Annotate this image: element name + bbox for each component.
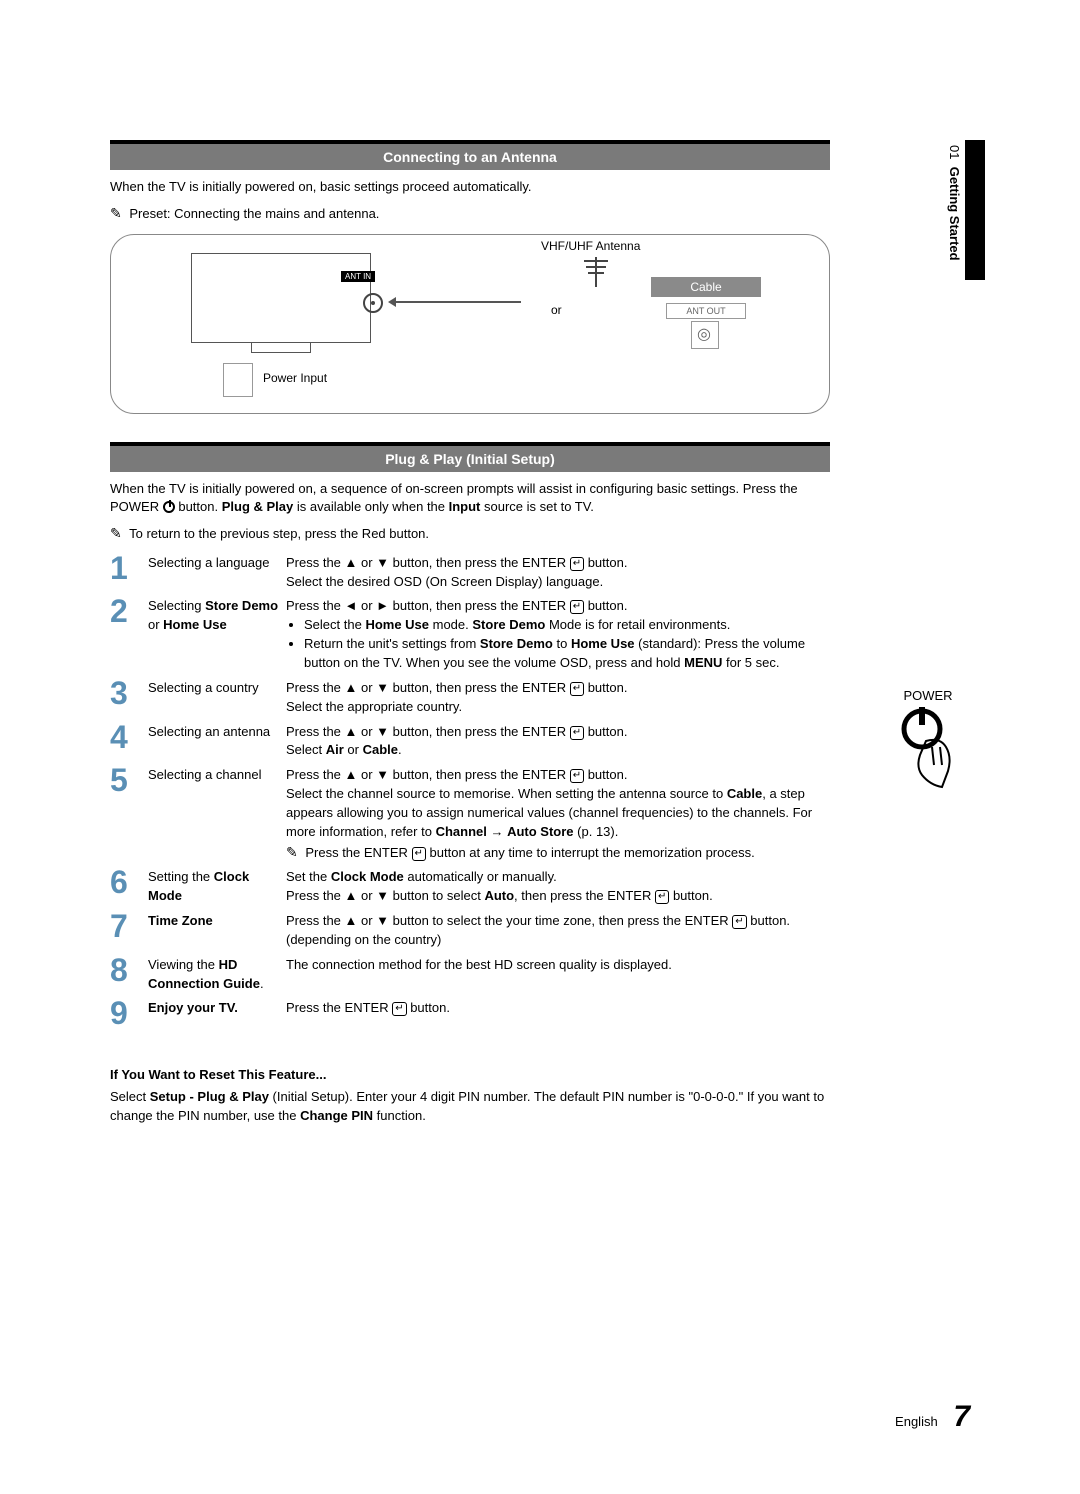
cable-box: Cable: [651, 277, 761, 297]
step-title: Setting the Clock Mode: [148, 866, 286, 906]
step-row: 3Selecting a countryPress the ▲ or ▼ but…: [110, 677, 830, 717]
vhf-label: VHF/UHF Antenna: [541, 239, 640, 253]
section-title: Connecting to an Antenna: [110, 144, 830, 170]
enter-icon: ↵: [412, 847, 426, 861]
page-footer: English 7: [895, 1400, 970, 1434]
step-title: Selecting a country: [148, 677, 286, 698]
enter-icon: ↵: [392, 1002, 406, 1016]
step-number: 2: [110, 595, 148, 627]
step-body: Press the ENTER ↵ button.: [286, 997, 830, 1018]
step-row: 1Selecting a languagePress the ▲ or ▼ bu…: [110, 552, 830, 592]
step-title: Selecting a channel: [148, 764, 286, 785]
note-icon: ✎: [110, 525, 122, 541]
section-bar: Plug & Play (Initial Setup): [110, 442, 830, 472]
s1-intro: When the TV is initially powered on, bas…: [110, 178, 830, 196]
ant-out-port: [691, 321, 719, 349]
enter-icon: ↵: [570, 726, 584, 740]
step-body: Press the ▲ or ▼ button, then press the …: [286, 721, 830, 761]
step-body: Press the ◄ or ► button, then press the …: [286, 595, 830, 672]
enter-icon: ↵: [570, 600, 584, 614]
tv-stand: [251, 343, 311, 353]
step-number: 4: [110, 721, 148, 753]
step-row: 9Enjoy your TV.Press the ENTER ↵ button.: [110, 997, 830, 1029]
step-number: 3: [110, 677, 148, 709]
step-number: 7: [110, 910, 148, 942]
s1-note: ✎ Preset: Connecting the mains and anten…: [110, 204, 830, 224]
or-label: or: [551, 303, 562, 317]
power-label: POWER: [903, 688, 952, 703]
step-body: Press the ▲ or ▼ button, then press the …: [286, 552, 830, 592]
ant-in-label: ANT IN: [341, 271, 375, 282]
step-title: Viewing the HD Connection Guide.: [148, 954, 286, 994]
antenna-icon: [576, 253, 616, 289]
page-content: Connecting to an Antenna When the TV is …: [110, 140, 830, 1125]
note-icon: ✎: [110, 205, 122, 221]
step-title: Time Zone: [148, 910, 286, 931]
power-icon: [163, 501, 175, 513]
step-number: 9: [110, 997, 148, 1029]
step-title: Selecting a language: [148, 552, 286, 573]
enter-icon: ↵: [570, 557, 584, 571]
step-number: 5: [110, 764, 148, 796]
power-plug: [223, 363, 253, 397]
step-body: Press the ▲ or ▼ button, then press the …: [286, 677, 830, 717]
step-title: Enjoy your TV.: [148, 997, 286, 1018]
antenna-diagram: ANT IN VHF/UHF Antenna or Cable ANT OUT …: [110, 234, 830, 414]
enter-icon: ↵: [570, 682, 584, 696]
coax-port: [363, 293, 383, 313]
step-body: Press the ▲ or ▼ button, then press the …: [286, 764, 830, 862]
section-side-label: 01 Getting Started: [947, 145, 962, 261]
step-body: The connection method for the best HD sc…: [286, 954, 830, 975]
step-row: 7Time ZonePress the ▲ or ▼ button to sel…: [110, 910, 830, 950]
step-body: Press the ▲ or ▼ button to select the yo…: [286, 910, 830, 950]
tv-outline: [191, 253, 371, 343]
step-body: Set the Clock Mode automatically or manu…: [286, 866, 830, 906]
s2-intro: When the TV is initially powered on, a s…: [110, 480, 830, 516]
step-row: 4Selecting an antennaPress the ▲ or ▼ bu…: [110, 721, 830, 761]
enter-icon: ↵: [655, 890, 669, 904]
reset-heading: If You Want to Reset This Feature...: [110, 1067, 830, 1082]
step-title: Selecting an antenna: [148, 721, 286, 742]
s2-note: ✎ To return to the previous step, press …: [110, 524, 830, 544]
power-press-icon: [896, 707, 960, 791]
step-row: 6Setting the Clock ModeSet the Clock Mod…: [110, 866, 830, 906]
section-bar: Connecting to an Antenna: [110, 140, 830, 170]
ant-out-label: ANT OUT: [666, 303, 746, 319]
power-button-graphic: POWER: [896, 688, 960, 791]
step-number: 8: [110, 954, 148, 986]
section-title: Plug & Play (Initial Setup): [110, 446, 830, 472]
step-number: 6: [110, 866, 148, 898]
section-tab: [965, 140, 985, 280]
step-row: 8Viewing the HD Connection Guide.The con…: [110, 954, 830, 994]
enter-icon: ↵: [570, 769, 584, 783]
section-name: Getting Started: [947, 167, 962, 261]
step-number: 1: [110, 552, 148, 584]
connection-arrow: [391, 301, 521, 303]
page-number: 7: [953, 1400, 970, 1433]
step-row: 2Selecting Store Demo or Home UsePress t…: [110, 595, 830, 672]
enter-icon: ↵: [732, 915, 746, 929]
section-number: 01: [947, 145, 962, 159]
power-input-label: Power Input: [263, 371, 327, 385]
step-title: Selecting Store Demo or Home Use: [148, 595, 286, 635]
step-row: 5Selecting a channelPress the ▲ or ▼ but…: [110, 764, 830, 862]
footer-lang: English: [895, 1414, 938, 1429]
reset-body: Select Setup - Plug & Play (Initial Setu…: [110, 1088, 830, 1124]
steps-list: 1Selecting a languagePress the ▲ or ▼ bu…: [110, 552, 830, 1030]
